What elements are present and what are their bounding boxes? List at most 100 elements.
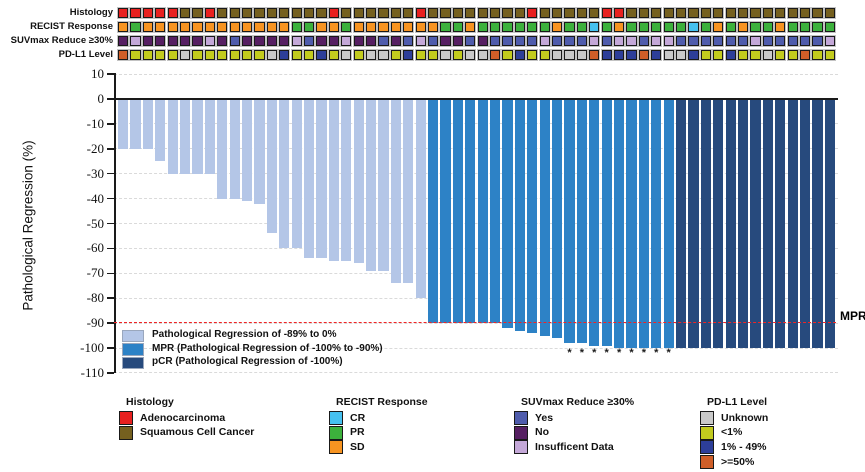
waterfall-bar	[589, 100, 600, 346]
annotation-square-pdl1	[490, 50, 501, 61]
annotation-square-recist	[229, 22, 240, 33]
mpr-reference-line	[114, 322, 836, 324]
waterfall-bar	[663, 100, 674, 348]
annotation-square-histology	[663, 8, 674, 19]
annotation-square-histology	[738, 8, 749, 19]
annotation-square-histology	[180, 8, 191, 19]
y-tick-mark	[107, 197, 114, 200]
waterfall-bar	[291, 100, 302, 249]
annotation-square-recist	[167, 22, 178, 33]
annotation-square-recist	[130, 22, 141, 33]
annotation-square-recist	[688, 22, 699, 33]
annotation-square-histology	[366, 8, 377, 19]
legend-item-label: <1%	[721, 426, 743, 439]
asterisk-marker: *	[567, 347, 572, 359]
annotation-square-histology	[812, 8, 823, 19]
legend-group-title: Histology	[126, 396, 174, 408]
annotation-square-suvmax	[118, 36, 129, 47]
y-gridline	[114, 347, 838, 349]
annotation-row-label-pdl1: PD-L1 Level	[58, 49, 113, 60]
annotation-square-histology	[440, 8, 451, 19]
waterfall-bar	[787, 100, 798, 348]
annotation-square-suvmax	[539, 36, 550, 47]
annotation-square-recist	[800, 22, 811, 33]
annotation-square-histology	[688, 8, 699, 19]
annotation-square-recist	[279, 22, 290, 33]
waterfall-bar	[204, 100, 215, 174]
annotation-square-pdl1	[477, 50, 488, 61]
waterfall-bar	[353, 100, 364, 264]
annotation-square-histology	[589, 8, 600, 19]
annotation-square-recist	[651, 22, 662, 33]
y-tick-label: -30	[86, 165, 104, 181]
annotation-square-pdl1	[564, 50, 575, 61]
annotation-square-pdl1	[713, 50, 724, 61]
annotation-square-recist	[440, 22, 451, 33]
annotation-square-histology	[490, 8, 501, 19]
annotation-square-recist	[762, 22, 773, 33]
waterfall-bar	[403, 100, 414, 284]
annotation-square-suvmax	[824, 36, 835, 47]
annotation-square-pdl1	[576, 50, 587, 61]
annotation-square-pdl1	[291, 50, 302, 61]
waterfall-bar	[738, 100, 749, 348]
annotation-square-pdl1	[378, 50, 389, 61]
annotation-square-suvmax	[204, 36, 215, 47]
annotation-square-histology	[353, 8, 364, 19]
annotation-square-histology	[130, 8, 141, 19]
annotation-square-recist	[738, 22, 749, 33]
y-gridline	[114, 198, 838, 200]
annotation-square-suvmax	[192, 36, 203, 47]
annotation-square-recist	[527, 22, 538, 33]
annotation-square-pdl1	[539, 50, 550, 61]
annotation-square-recist	[638, 22, 649, 33]
annotation-square-suvmax	[527, 36, 538, 47]
annotation-square-suvmax	[601, 36, 612, 47]
y-tick-label: -80	[86, 290, 104, 306]
annotation-square-recist	[626, 22, 637, 33]
annotation-square-histology	[775, 8, 786, 19]
y-tick-mark	[107, 172, 114, 175]
zero-baseline	[114, 97, 838, 101]
legend-swatch	[700, 425, 714, 440]
annotation-square-recist	[614, 22, 625, 33]
annotation-square-histology	[242, 8, 253, 19]
legend-swatch	[329, 410, 343, 425]
annotation-square-histology	[316, 8, 327, 19]
waterfall-bar	[676, 100, 687, 348]
annotation-square-suvmax	[663, 36, 674, 47]
waterfall-bar	[812, 100, 823, 348]
annotation-square-pdl1	[415, 50, 426, 61]
annotation-square-suvmax	[812, 36, 823, 47]
annotation-square-suvmax	[775, 36, 786, 47]
annotation-square-pdl1	[601, 50, 612, 61]
annotation-square-pdl1	[651, 50, 662, 61]
annotation-square-suvmax	[229, 36, 240, 47]
annotation-square-histology	[762, 8, 773, 19]
annotation-square-recist	[403, 22, 414, 33]
legend-item-label: Insufficent Data	[535, 441, 614, 454]
annotation-square-suvmax	[552, 36, 563, 47]
annotation-square-recist	[378, 22, 389, 33]
annotation-square-suvmax	[800, 36, 811, 47]
annotation-square-pdl1	[428, 50, 439, 61]
annotation-square-histology	[304, 8, 315, 19]
waterfall-bar	[824, 100, 835, 348]
annotation-square-suvmax	[440, 36, 451, 47]
annotation-square-suvmax	[762, 36, 773, 47]
waterfall-bar	[279, 100, 290, 249]
annotation-square-recist	[465, 22, 476, 33]
annotation-square-histology	[378, 8, 389, 19]
annotation-square-pdl1	[229, 50, 240, 61]
annotation-square-recist	[118, 22, 129, 33]
waterfall-bar	[378, 100, 389, 271]
annotation-square-pdl1	[514, 50, 525, 61]
inplot-legend-label: pCR (Pathological Regression of -100%)	[152, 356, 343, 367]
annotation-square-recist	[725, 22, 736, 33]
legend-item-label: Yes	[535, 411, 554, 424]
waterfall-bar	[700, 100, 711, 348]
annotation-square-suvmax	[428, 36, 439, 47]
annotation-square-suvmax	[713, 36, 724, 47]
legend-item-label: >=50%	[721, 455, 755, 468]
inplot-legend-label: MPR (Pathological Regression of -100% to…	[152, 342, 383, 354]
